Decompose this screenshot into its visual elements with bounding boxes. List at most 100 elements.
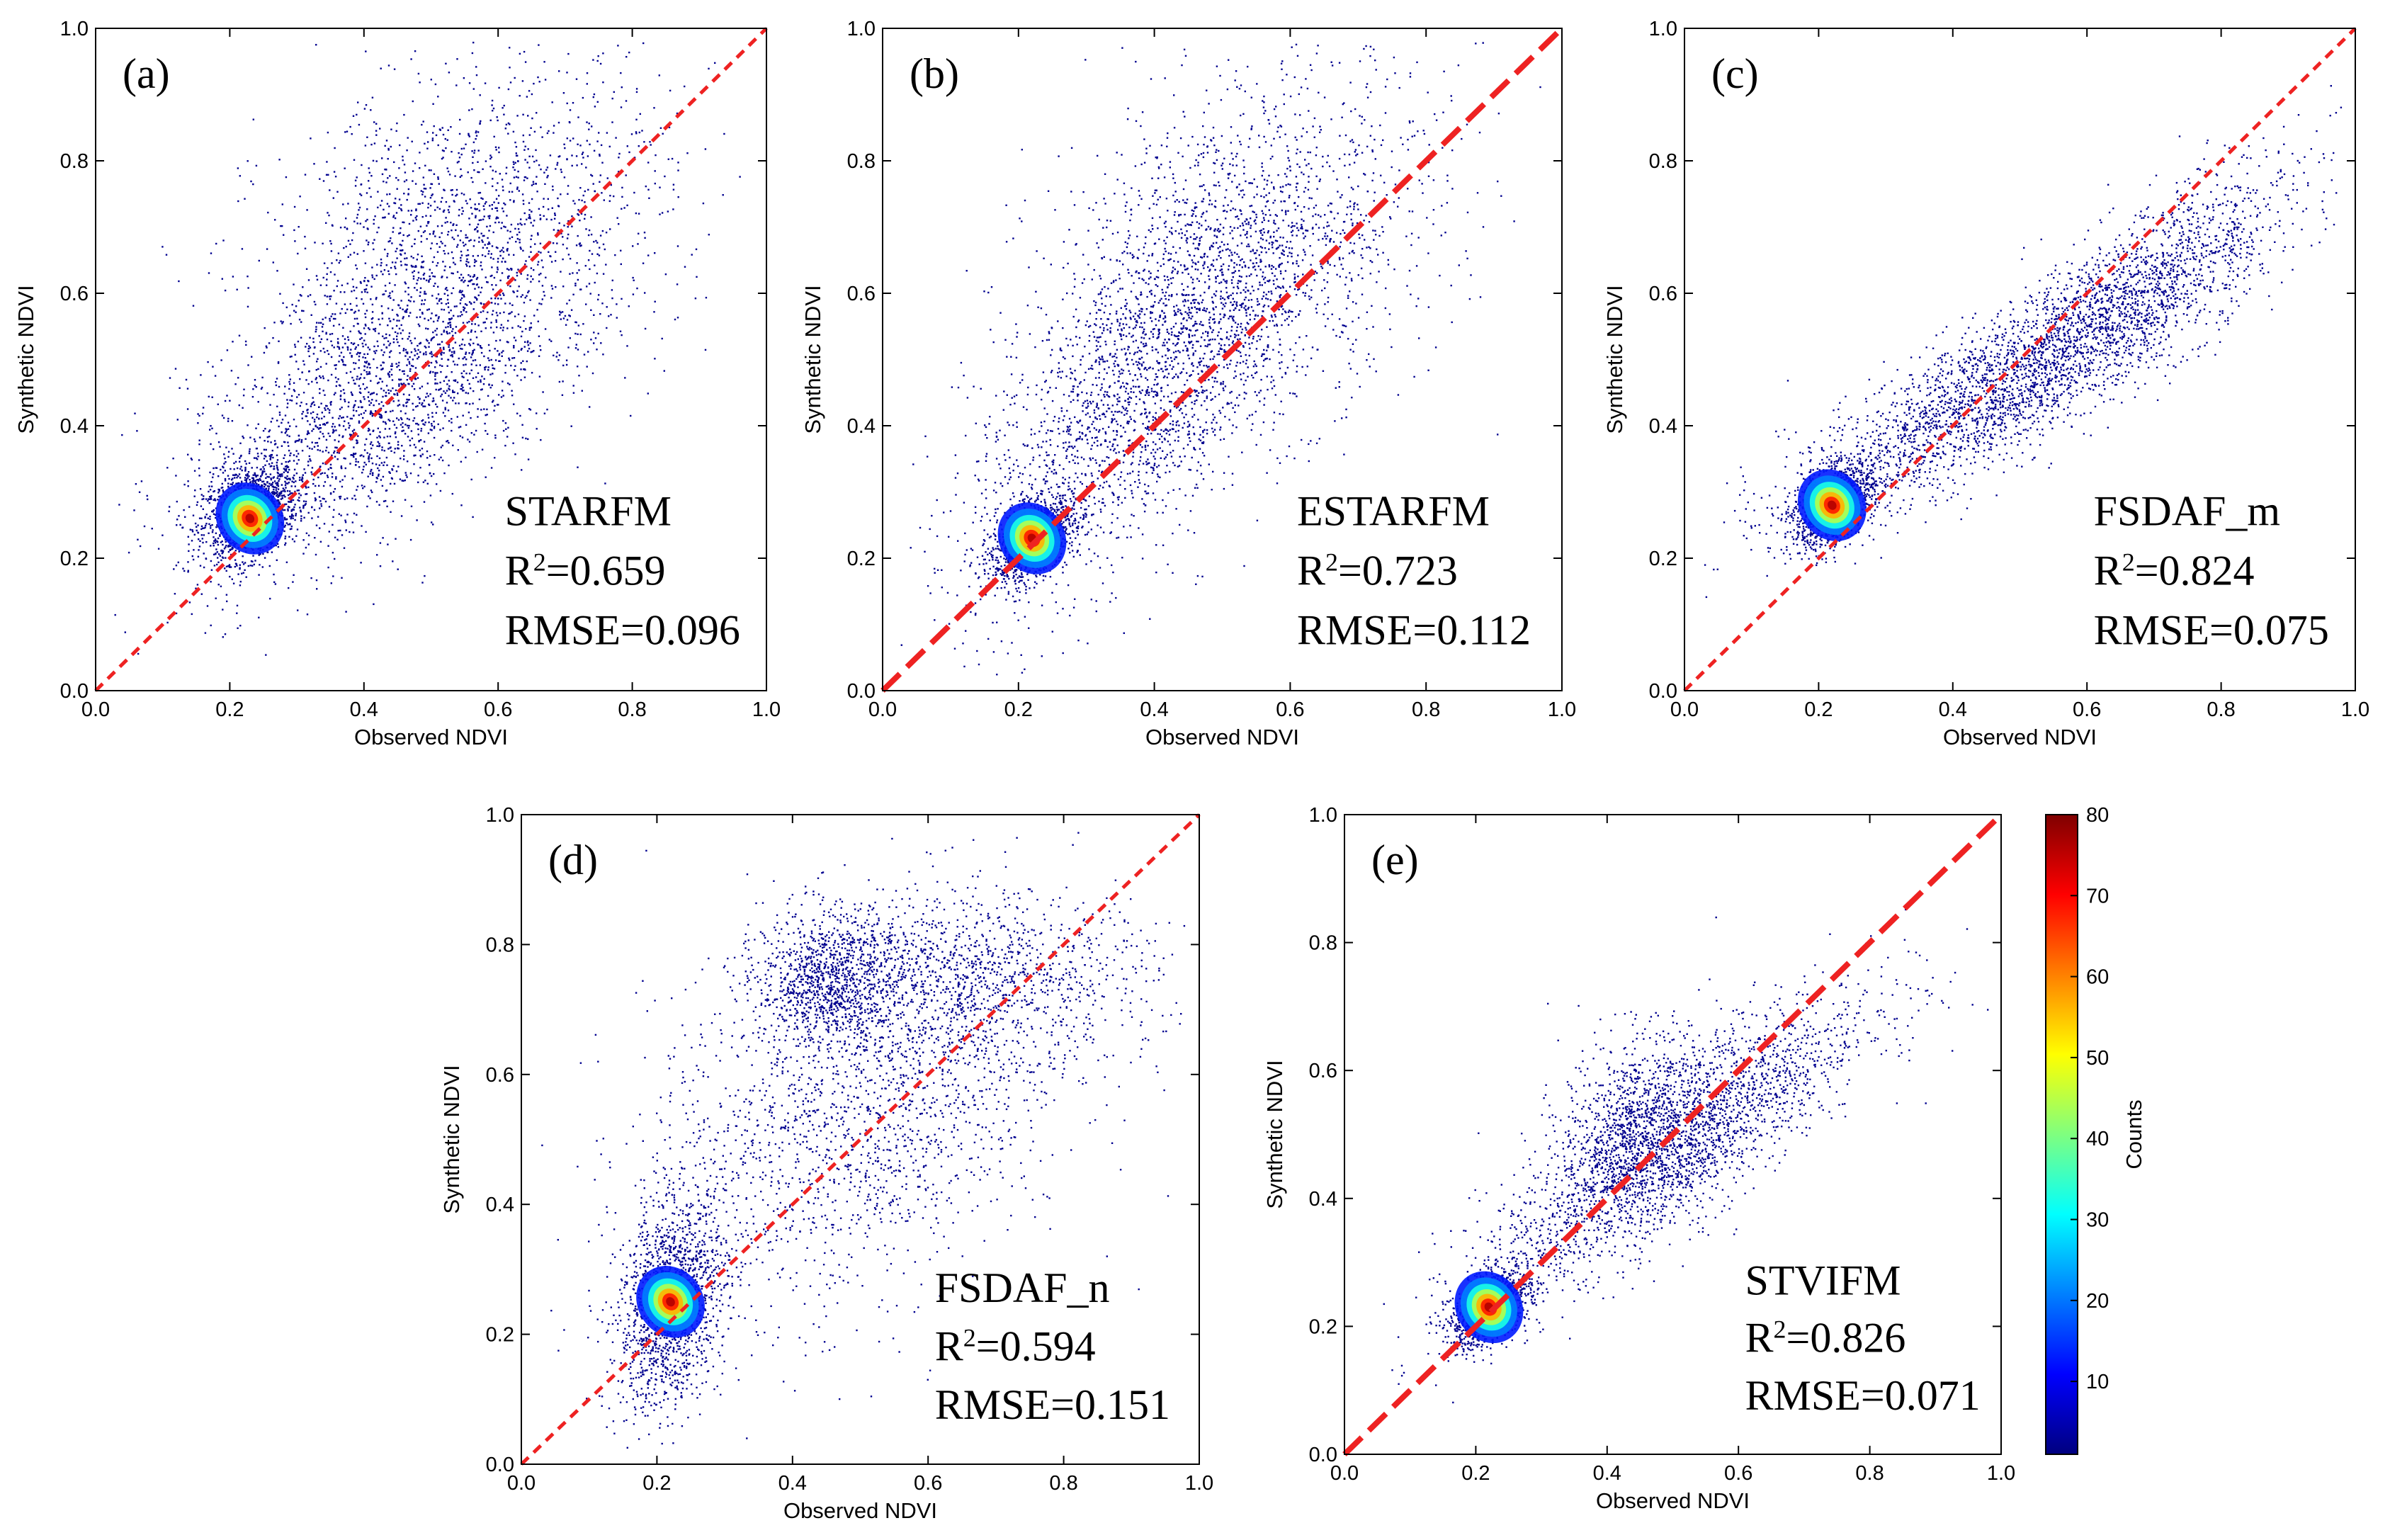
- point: [311, 441, 313, 443]
- point: [446, 298, 449, 301]
- point: [569, 337, 571, 339]
- point: [231, 578, 233, 580]
- point: [338, 361, 340, 363]
- point: [472, 283, 474, 285]
- point: [430, 475, 433, 477]
- point: [460, 230, 462, 232]
- point: [252, 479, 255, 481]
- point: [293, 477, 295, 480]
- point: [336, 458, 339, 460]
- point: [293, 506, 295, 509]
- point: [300, 336, 302, 339]
- point: [363, 398, 366, 400]
- point: [325, 222, 327, 224]
- point: [232, 341, 234, 343]
- point: [468, 352, 470, 354]
- point: [283, 509, 286, 511]
- point: [337, 342, 339, 344]
- point: [241, 480, 243, 482]
- point: [326, 339, 329, 341]
- point: [594, 281, 596, 284]
- point: [530, 281, 532, 283]
- point: [400, 300, 402, 302]
- point: [198, 459, 200, 461]
- point: [399, 307, 402, 309]
- point: [296, 440, 298, 442]
- point: [370, 109, 372, 111]
- point: [427, 395, 429, 397]
- point: [422, 176, 424, 179]
- point: [487, 366, 489, 368]
- point: [365, 531, 367, 533]
- point: [379, 436, 381, 438]
- point: [536, 112, 538, 114]
- point: [344, 398, 346, 401]
- point: [207, 361, 209, 363]
- point: [339, 259, 341, 262]
- point: [329, 492, 332, 494]
- point: [481, 239, 483, 242]
- point: [452, 287, 455, 289]
- point: [300, 295, 302, 297]
- point: [368, 180, 370, 182]
- point: [540, 168, 542, 171]
- point: [272, 336, 274, 339]
- point: [468, 403, 471, 405]
- point: [615, 137, 617, 139]
- point: [468, 412, 470, 414]
- point: [507, 122, 510, 125]
- point: [353, 404, 356, 406]
- point: [351, 278, 354, 281]
- point: [203, 498, 205, 500]
- point: [424, 196, 426, 198]
- point: [440, 387, 442, 390]
- point: [446, 365, 448, 367]
- panel-a: 0.0 0.2 0.4 0.6 0.8 1.00.00.20.40.60.81.0Obse…: [13, 18, 781, 749]
- point: [461, 293, 463, 296]
- point: [433, 256, 436, 259]
- point: [324, 472, 326, 475]
- point: [476, 208, 478, 210]
- point: [633, 157, 636, 159]
- point: [203, 553, 205, 555]
- point: [509, 67, 511, 69]
- point: [635, 132, 638, 135]
- point: [459, 426, 462, 428]
- point: [628, 305, 630, 307]
- point: [487, 253, 489, 255]
- point: [364, 290, 366, 293]
- point: [465, 237, 467, 239]
- point: [430, 247, 432, 249]
- point: [351, 417, 353, 420]
- point: [465, 260, 468, 263]
- point: [234, 460, 237, 463]
- point: [276, 493, 278, 495]
- point: [472, 359, 475, 362]
- point: [604, 482, 606, 485]
- point: [254, 480, 256, 482]
- point: [512, 442, 514, 444]
- point: [408, 222, 411, 225]
- point: [378, 457, 381, 460]
- point: [586, 140, 588, 142]
- point: [397, 179, 400, 181]
- point: [365, 463, 367, 466]
- point: [396, 247, 398, 250]
- point: [461, 348, 463, 350]
- point: [509, 230, 511, 233]
- point: [278, 159, 281, 161]
- point: [313, 446, 316, 448]
- point: [416, 289, 418, 291]
- point: [511, 390, 513, 392]
- point: [498, 353, 500, 356]
- point: [516, 271, 518, 274]
- point: [375, 477, 378, 479]
- point: [358, 391, 361, 393]
- point: [358, 330, 360, 332]
- point: [450, 222, 452, 224]
- point: [602, 81, 604, 84]
- point: [354, 179, 357, 181]
- point: [213, 499, 215, 501]
- point: [435, 412, 437, 414]
- point: [404, 283, 407, 285]
